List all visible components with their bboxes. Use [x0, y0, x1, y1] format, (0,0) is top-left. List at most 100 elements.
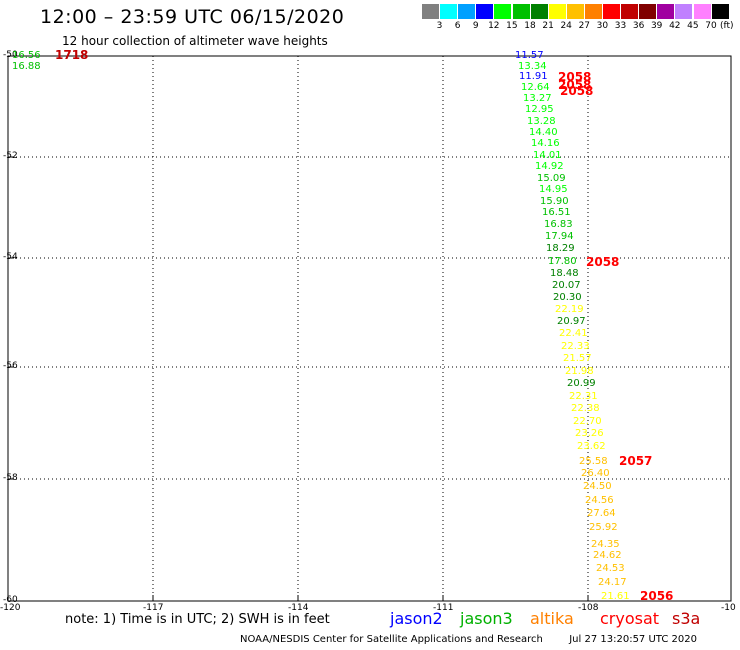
scale-label: 42 [669, 21, 681, 31]
wave-height-value: 14.40 [529, 127, 558, 138]
wave-height-value: 12.95 [525, 104, 554, 115]
wave-height-value: 12.64 [521, 82, 550, 93]
map-frame [7, 55, 732, 602]
scale-swatch-3 [476, 4, 494, 19]
wave-height-value: 22.31 [569, 391, 598, 402]
wave-height-value: 22.33 [561, 341, 590, 352]
scale-swatch-9 [584, 4, 602, 19]
wave-height-value: 20.30 [553, 292, 582, 303]
scale-swatch-14 [675, 4, 693, 19]
wave-height-value: 27.64 [587, 508, 616, 519]
scale-label: 12 [488, 21, 500, 31]
scale-swatch-8 [566, 4, 584, 19]
pass-time-label: 2058 [560, 84, 594, 98]
pass-time-label: 2056 [640, 589, 674, 603]
scale-swatch-15 [693, 4, 711, 19]
wave-height-value: 15.09 [537, 173, 566, 184]
tick-marks [7, 55, 732, 602]
latitude-label: -60 [3, 595, 18, 605]
wave-height-value: 20.97 [557, 316, 586, 327]
wave-height-value: 16.56 [12, 50, 41, 61]
wave-height-value: 23.26 [575, 428, 604, 439]
wave-height-value: 13.28 [527, 116, 556, 127]
pass-time-label: 2058 [558, 78, 592, 92]
wave-height-value: 24.53 [596, 563, 625, 574]
wave-height-value: 14.01 [533, 150, 562, 161]
scale-label: 45 [687, 21, 699, 31]
scale-label: 21 [542, 21, 554, 31]
scale-label: 33 [614, 21, 627, 31]
scale-swatch-7 [548, 4, 566, 19]
scale-label: 18 [524, 21, 536, 31]
scale-swatch-12 [639, 4, 657, 19]
longitude-label: -10 [721, 603, 736, 613]
wave-height-value: 21.98 [565, 366, 594, 377]
wave-height-value: 16.88 [12, 61, 41, 72]
scale-swatch-13 [657, 4, 675, 19]
wave-height-value: 23.62 [577, 441, 606, 452]
wave-height-value: 14.95 [539, 184, 568, 195]
scale-swatch-2 [458, 4, 476, 19]
wave-height-value: 22.41 [559, 328, 588, 339]
scale-swatch-11 [621, 4, 639, 19]
scale-swatch-16 [711, 4, 729, 19]
wave-height-value: 17.80 [548, 256, 577, 267]
latitude-label: -58 [3, 473, 18, 483]
scale-swatch-4 [494, 4, 512, 19]
wave-height-value: 25.92 [589, 522, 618, 533]
scale-label: 15 [506, 21, 518, 31]
page-subtitle: 12 hour collection of altimeter wave hei… [62, 34, 328, 48]
wave-height-value: 24.50 [583, 481, 612, 492]
page-title: 12:00 – 23:59 UTC 06/15/2020 [40, 6, 345, 28]
wave-height-value: 21.61 [601, 591, 630, 602]
wave-height-value: 16.51 [542, 207, 571, 218]
scale-label: 27 [578, 21, 591, 31]
scale-label: 3 [436, 21, 443, 31]
scale-swatch-1 [440, 4, 458, 19]
scale-unit-label: (ft) [720, 21, 734, 31]
wave-height-value: 14.92 [535, 161, 564, 172]
latitude-label: -50 [3, 50, 18, 60]
credit-line: NOAA/NESDIS Center for Satellite Applica… [240, 634, 697, 645]
wave-height-value: 22.38 [571, 403, 600, 414]
wave-height-value: 11.91 [519, 71, 548, 82]
pass-time-label: 2058 [586, 255, 620, 269]
scale-swatch-10 [603, 4, 620, 19]
scale-swatch-5 [512, 4, 530, 19]
pass-time-label: 2058 [558, 70, 592, 84]
wave-height-value: 18.29 [546, 243, 575, 254]
wave-height-value: 22.19 [555, 304, 584, 315]
wave-height-value: 24.35 [591, 539, 620, 550]
pass-time-label: 2057 [619, 454, 653, 468]
wave-height-value: 13.27 [523, 93, 552, 104]
credit-text: NOAA/NESDIS Center for Satellite Applica… [240, 634, 543, 645]
wave-height-value: 11.57 [515, 50, 544, 61]
scale-label: 6 [454, 21, 461, 31]
wave-height-value: 22.70 [573, 416, 602, 427]
wave-height-value: 24.62 [593, 550, 622, 561]
longitude-label: -108 [578, 603, 599, 613]
wave-height-value: 24.17 [598, 577, 627, 588]
wave-height-value: 21.57 [563, 353, 592, 364]
wave-height-value: 20.99 [567, 378, 596, 389]
latitude-label: -56 [3, 361, 18, 371]
latitude-label: -54 [3, 252, 18, 262]
scale-label: 39 [650, 21, 663, 31]
wave-height-value: 14.16 [531, 138, 560, 149]
wave-height-value: 18.48 [550, 268, 579, 279]
scale-label: 30 [596, 21, 609, 31]
legend-altika: altika [530, 609, 574, 628]
wave-height-value: 13.34 [518, 61, 547, 72]
scale-swatch-6 [530, 4, 548, 19]
wave-height-value: 20.07 [552, 280, 581, 291]
longitude-label: -120 [0, 603, 21, 613]
longitude-label: -114 [288, 603, 309, 613]
scale-swatch-0 [422, 4, 439, 19]
legend-jason3: jason3 [460, 609, 513, 628]
wave-height-value: 24.56 [585, 495, 614, 506]
graticule [8, 56, 731, 601]
longitude-label: -111 [433, 603, 454, 613]
scale-label: 36 [632, 21, 645, 31]
wave-height-value: 25.58 [579, 456, 608, 467]
